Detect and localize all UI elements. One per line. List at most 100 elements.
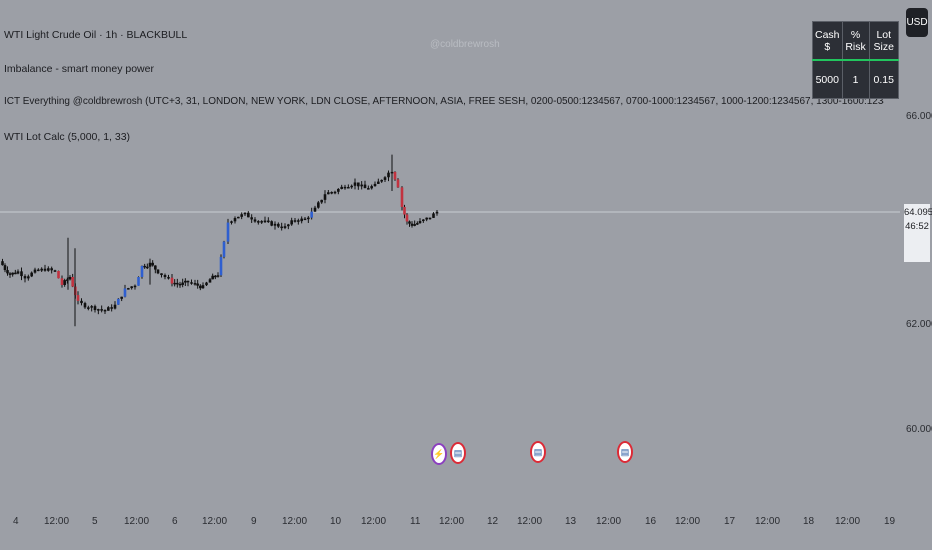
x-tick-label: 10 [330,516,342,527]
candle-body [280,226,283,229]
x-tick-label: 12:00 [282,516,308,527]
candle-body [393,171,397,180]
candle-body [80,300,83,304]
candle-body [100,309,103,311]
currency-button[interactable]: USD [906,8,928,37]
value-lot-size: 0.15 [868,59,900,99]
candle-body [47,268,50,271]
candle-body [226,222,230,242]
x-tick-label: 4 [13,516,19,527]
candle-body [257,221,260,223]
candle-body [140,265,144,278]
candle-body [87,307,90,309]
candle-body [422,219,425,222]
candle-body [186,280,190,283]
candle-body [160,273,163,276]
candle-body [143,265,146,268]
candle-body [178,283,182,286]
candle-body [260,221,263,223]
candle-body [219,256,223,276]
candle-body [222,241,226,257]
candle-body [350,185,353,188]
candle-body [163,275,167,278]
candle-body [137,277,140,286]
candle-body [193,283,197,285]
candle-body [432,213,435,218]
candle-body [435,211,439,214]
symbol-title[interactable]: WTI Light Crude Oil · 1h · BLACKBULL [4,29,188,41]
candle-body [253,219,257,222]
current-price-label: 64.095 [904,207,932,218]
x-tick-label: 12:00 [44,516,70,527]
current-price-badge: 64.095 46:52 [904,204,932,262]
x-tick-label: 12:00 [361,516,387,527]
candle-body [37,269,40,272]
candle-body [176,282,179,285]
candle-body [367,188,370,190]
x-tick-label: 5 [92,516,98,527]
indicator-lot-calc-label[interactable]: WTI Lot Calc (5,000, 1, 33) [4,131,131,143]
indicator-ict-label[interactable]: ICT Everything @coldbrewrosh (UTC+3, 31,… [4,96,884,107]
x-tick-label: 19 [884,516,896,527]
candle-body [76,295,80,301]
candle-body [53,270,57,272]
candle-body [310,211,313,218]
candle-body [283,226,287,228]
candle-body [297,220,300,222]
candle-body [190,282,193,284]
candle-body [216,275,220,277]
candle-body [293,220,297,222]
candle-body [327,192,330,195]
candle-body [170,277,174,284]
lightning-icon[interactable]: ⚡ [431,443,447,465]
candle-body [11,272,14,275]
candle-body [57,270,60,279]
candle-body [156,269,160,274]
candle-body [353,182,357,186]
candle-body [250,217,253,220]
candle-body [343,186,347,189]
us-flag-icon[interactable]: ▤ [450,442,466,464]
candle-body [123,288,127,297]
candle-body [230,221,233,223]
candle-body [425,217,428,220]
candle-body [113,304,117,309]
x-tick-label: 12:00 [835,516,861,527]
x-tick-label: 11 [410,516,421,527]
candle-body [117,298,120,305]
y-tick-label: 62.000 [906,319,932,330]
candle-body [290,220,293,225]
candle-body [14,272,17,275]
candle-body [337,188,340,192]
candle-body [237,216,240,219]
candle-body [240,214,243,217]
x-tick-label: 16 [645,516,657,527]
candle-body [370,186,373,189]
candle-body [323,194,327,200]
candle-body [63,280,66,285]
candle-body [110,307,113,309]
us-flag-icon[interactable]: ▤ [617,441,633,463]
candle-body [83,303,87,308]
x-tick-label: 12:00 [517,516,543,527]
candle-body [146,266,149,269]
x-tick-label: 12:00 [596,516,622,527]
candle-body [154,265,157,270]
candle-body [403,206,406,215]
candle-body [380,179,383,182]
candle-body [418,221,422,224]
us-flag-icon[interactable]: ▤ [530,441,546,463]
candle-body [20,271,23,277]
candle-body [416,223,419,225]
x-tick-label: 12:00 [755,516,781,527]
candle-body [201,285,205,289]
candle-body [181,282,184,285]
lot-calc-table: Cash $ % Risk Lot Size 5000 1 0.15 [812,21,900,99]
x-tick-label: 6 [172,516,178,527]
x-tick-label: 12:00 [675,516,701,527]
header-lot-size: Lot Size [868,21,900,61]
candle-body [23,276,27,279]
indicator-imbalance-label[interactable]: Imbalance - smart money power [4,63,154,75]
value-risk: 1 [841,59,870,99]
